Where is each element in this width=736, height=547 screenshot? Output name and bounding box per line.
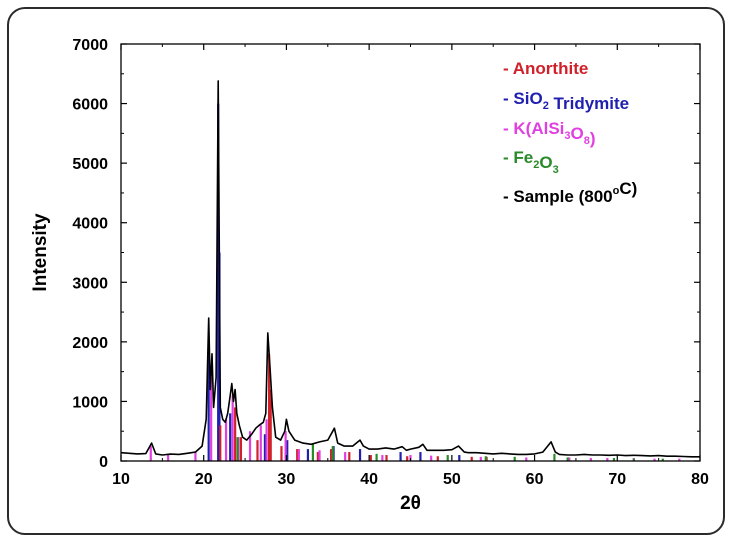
legend: - Anorthite- SiO2 Tridymite- K(AlSi3O8)-… [503,59,637,206]
legend-entry: - Sample (800oC) [503,179,637,206]
y-axis-label: Intensity [30,213,51,292]
y-tick-label: 3000 [72,275,108,292]
sample-pattern [120,80,700,458]
y-tick-label: 6000 [72,97,108,114]
x-tick-label: 70 [608,471,626,488]
x-tick-label: 10 [112,471,130,488]
reference-sticks [149,103,681,461]
y-tick-label: 2000 [72,335,108,352]
y-tick-label: 0 [99,454,108,471]
axis-ticks: 10 20 30 40 50 60 70 80 0 1000 2000 3000 4000 5000 600… [72,37,709,488]
y-tick-label: 5000 [72,156,108,173]
legend-entry: - SiO2 Tridymite [503,89,629,113]
x-tick-label: 30 [278,471,296,488]
x-tick-label: 80 [691,471,709,488]
x-tick-label: 40 [360,471,378,488]
legend-entry: - Fe2O3 [503,148,559,176]
y-tick-label: 4000 [72,216,108,233]
x-tick-label: 60 [526,471,544,488]
y-tick-label: 1000 [72,394,108,411]
y-tick-label: 7000 [72,37,108,54]
legend-entry: - K(AlSi3O8) [503,119,596,148]
legend-entry: - Anorthite [503,59,588,78]
sample-line [120,80,700,458]
x-axis-label: 2θ [400,493,421,514]
x-tick-label: 50 [443,471,461,488]
x-tick-label: 20 [195,471,213,488]
